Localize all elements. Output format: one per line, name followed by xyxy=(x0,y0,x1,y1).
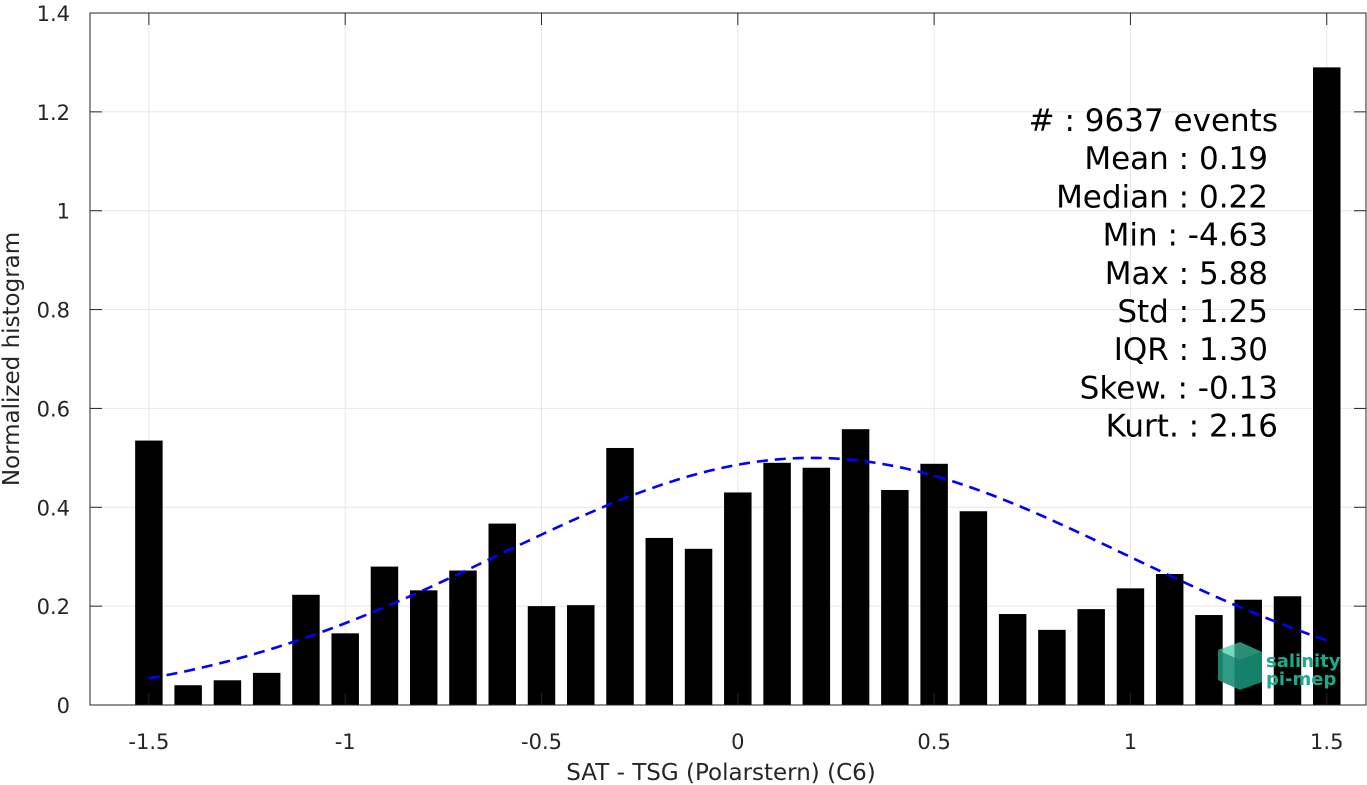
y-tick-label: 0.4 xyxy=(37,496,70,520)
histogram-bar xyxy=(802,467,831,705)
x-tick-label: 1 xyxy=(1124,730,1137,754)
y-axis-label: Normalized histogram xyxy=(0,232,25,486)
stat-line: Max : 5.88 xyxy=(1105,256,1268,292)
histogram-bar xyxy=(684,548,713,705)
grid-lines xyxy=(90,12,1366,706)
salinity-pimep-logo: salinity pi-mep xyxy=(1218,642,1341,690)
y-tick-label: 1 xyxy=(57,200,70,224)
stat-line: Mean : 0.19 xyxy=(1084,141,1268,177)
histogram-bar xyxy=(1273,596,1302,705)
histogram-bar xyxy=(763,462,791,705)
logo-cube-icon xyxy=(1218,642,1262,690)
histogram-bar xyxy=(920,463,948,705)
x-tick-labels: -1.5 -1 -0.5 0 0.5 1 1.5 xyxy=(128,730,1343,754)
histogram-bar xyxy=(527,606,556,705)
histogram-bar xyxy=(881,489,909,705)
histogram-bar xyxy=(449,570,477,705)
histogram-bar xyxy=(567,605,595,705)
normal-fit-curve xyxy=(148,456,1328,680)
histogram-bar xyxy=(841,429,870,705)
stat-line: # : 9637 events xyxy=(1029,103,1278,139)
x-tick-label: 0.5 xyxy=(917,730,950,754)
histogram-bar xyxy=(292,594,320,705)
stat-line: Kurt. : 2.16 xyxy=(1106,409,1278,445)
x-tick-label: 0 xyxy=(731,730,744,754)
axes-box xyxy=(89,12,1367,706)
histogram-bar xyxy=(1116,588,1145,705)
histogram-bar xyxy=(724,492,752,705)
histogram-bar xyxy=(409,590,438,705)
histogram-bar xyxy=(645,537,674,705)
stat-line: Median : 0.22 xyxy=(1056,179,1268,215)
histogram-bar xyxy=(252,672,281,705)
y-tick-label: 0.2 xyxy=(37,595,70,619)
y-tick-label: 1.2 xyxy=(37,101,70,125)
histogram-bar xyxy=(1038,629,1066,705)
logo-text-line2: pi-mep xyxy=(1266,669,1336,690)
y-tick-label: 0 xyxy=(57,694,70,718)
y-tick-label: 1.4 xyxy=(37,2,70,26)
histogram-bar xyxy=(213,680,242,705)
x-tick-label: 1.5 xyxy=(1310,730,1343,754)
stat-line: Min : -4.63 xyxy=(1103,218,1268,254)
stat-line: Skew. : -0.13 xyxy=(1080,370,1278,406)
y-tick-labels: 0 0.2 0.4 0.6 0.8 1 1.2 1.4 xyxy=(37,2,70,718)
x-tick-label: -0.5 xyxy=(521,730,562,754)
x-tick-label: -1 xyxy=(335,730,356,754)
histogram-bar xyxy=(998,614,1027,705)
histogram-bar xyxy=(959,511,988,705)
stat-line: IQR : 1.30 xyxy=(1114,332,1268,368)
x-tick-label: -1.5 xyxy=(128,730,169,754)
stat-line: Std : 1.25 xyxy=(1117,294,1268,330)
histogram-bar xyxy=(488,523,516,705)
bar-series xyxy=(135,67,1341,705)
histogram-bar xyxy=(370,566,399,705)
histogram-bar xyxy=(1312,67,1341,705)
histogram-bar xyxy=(135,440,163,705)
histogram-bar xyxy=(174,685,202,705)
histogram-bar xyxy=(606,447,634,705)
y-tick-label: 0.6 xyxy=(37,397,70,421)
axis-ticks xyxy=(90,12,1366,706)
logo-text-line1: salinity xyxy=(1266,651,1341,672)
y-tick-label: 0.8 xyxy=(37,299,70,323)
histogram-bar xyxy=(1155,574,1184,705)
x-axis-label: SAT - TSG (Polarstern) (C6) xyxy=(566,760,875,785)
histogram-bar xyxy=(1077,609,1105,705)
